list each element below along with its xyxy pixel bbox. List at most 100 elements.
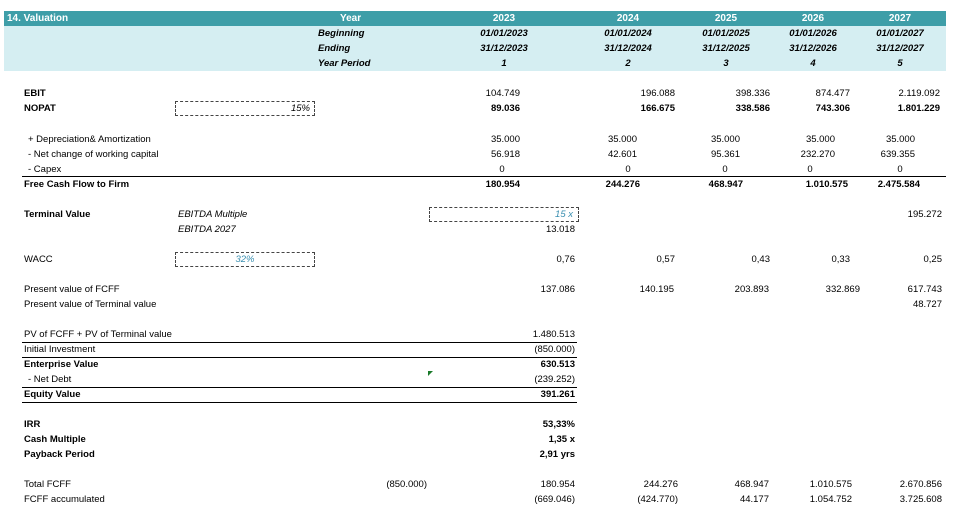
enterprise-value-label: Enterprise Value (24, 359, 99, 370)
capex-2027: 0 (897, 164, 903, 175)
year-label: Year (340, 13, 362, 24)
capex-2025: 0 (722, 164, 728, 175)
tax-rate-value: 15% (290, 103, 310, 114)
wacc-factor-2025: 0,43 (751, 254, 771, 265)
pv-total-value: 1.480.513 (532, 329, 575, 340)
equity-value-label: Equity Value (24, 389, 81, 400)
fcff-2025: 468.947 (708, 179, 743, 190)
ending-label: Ending (318, 43, 351, 54)
capex-2024: 0 (625, 164, 631, 175)
fcff-accumulated-2027: 3.725.608 (899, 494, 942, 505)
period-2024: 2 (625, 58, 631, 69)
fcff-2023: 180.954 (485, 179, 520, 190)
pv-fcff-2025: 203.893 (734, 284, 769, 295)
nopat-2023: 89.036 (490, 103, 520, 114)
nopat-2026: 743.306 (815, 103, 850, 114)
beginning-2027: 01/01/2027 (876, 28, 924, 39)
fcff-accumulated-2026: 1.054.752 (809, 494, 852, 505)
pv-fcff-2026: 332.869 (825, 284, 860, 295)
pv-fcff-2024: 140.195 (639, 284, 674, 295)
wacc-factor-2026: 0,33 (831, 254, 851, 265)
section-title: 14. Valuation (7, 13, 69, 24)
year-2027: 2027 (888, 13, 912, 24)
year-2026: 2026 (801, 13, 825, 24)
wacc-rate: 32% (235, 254, 255, 265)
depreciation-2024: 35.000 (607, 134, 637, 145)
cash-multiple-label: Cash Multiple (24, 434, 86, 445)
depreciation-2026: 35.000 (805, 134, 835, 145)
working-capital-2027: 639.355 (880, 149, 915, 160)
working-capital-2024: 42.601 (607, 149, 637, 160)
initial-investment-label: Initial Investment (24, 344, 96, 355)
total-fcff-2026: 1.010.575 (809, 479, 852, 490)
beginning-2025: 01/01/2025 (702, 28, 750, 39)
total-fcff-initial: (850.000) (386, 479, 427, 490)
pv-total-label: PV of FCFF + PV of Terminal value (24, 329, 172, 340)
beginning-2026: 01/01/2026 (789, 28, 837, 39)
enterprise-value-value: 630.513 (540, 359, 575, 370)
wacc-factor-2027: 0,25 (923, 254, 943, 265)
wacc-factor-2023: 0,76 (556, 254, 576, 265)
fcff-accumulated-2025: 44.177 (739, 494, 769, 505)
total-fcff-2025: 468.947 (734, 479, 769, 490)
pv-terminal-label: Present value of Terminal value (24, 299, 157, 310)
ebit-label: EBIT (24, 88, 46, 99)
equity-value-value: 391.261 (540, 389, 575, 400)
ending-2023: 31/12/2023 (480, 43, 528, 54)
working-capital-2026: 232.270 (800, 149, 835, 160)
wacc-input[interactable] (175, 252, 315, 267)
tax-rate-input[interactable] (175, 101, 315, 116)
ending-2027: 31/12/2027 (876, 43, 924, 54)
year-2024: 2024 (616, 13, 640, 24)
payback-label: Payback Period (24, 449, 95, 460)
working-capital-label: - Net change of working capital (28, 149, 159, 160)
ebit-2026: 874.477 (815, 88, 850, 99)
irr-value: 53,33% (542, 419, 575, 430)
depreciation-2025: 35.000 (710, 134, 740, 145)
nopat-2025: 338.586 (735, 103, 770, 114)
cash-multiple-value: 1,35 x (548, 434, 575, 445)
depreciation-2027: 35.000 (885, 134, 915, 145)
depreciation-2023: 35.000 (490, 134, 520, 145)
net-debt-value: (239.252) (534, 374, 575, 385)
ending-2025: 31/12/2025 (702, 43, 750, 54)
pv-fcff-2023: 137.086 (540, 284, 575, 295)
ending-2024: 31/12/2024 (604, 43, 652, 54)
total-fcff-2024: 244.276 (643, 479, 678, 490)
net-debt-label: - Net Debt (28, 374, 72, 385)
fcff-2027: 2.475.584 (877, 179, 920, 190)
nopat-2024: 166.675 (640, 103, 675, 114)
beginning-label: Beginning (318, 28, 365, 39)
capex-2023: 0 (499, 164, 505, 175)
period-2026: 4 (810, 58, 816, 69)
pv-total-divider (22, 342, 577, 343)
fcff-accumulated-2024: (424.770) (637, 494, 678, 505)
pv-fcff-2027: 617.743 (907, 284, 942, 295)
working-capital-2025: 95.361 (710, 149, 740, 160)
header-band (4, 11, 946, 26)
terminal-value-2027: 195.272 (907, 209, 942, 220)
cell-comment-marker-icon (428, 371, 433, 376)
pv-fcff-label: Present value of FCFF (24, 284, 120, 295)
fcff-label: Free Cash Flow to Firm (24, 179, 130, 190)
fcff-2026: 1.010.575 (805, 179, 848, 190)
net-debt-divider (22, 387, 577, 388)
ebitda-2027-value: 13.018 (545, 224, 575, 235)
period-2025: 3 (723, 58, 729, 69)
capex-label: - Capex (28, 164, 62, 175)
fcff-2024: 244.276 (605, 179, 640, 190)
payback-value: 2,91 yrs (539, 449, 575, 460)
fcff-accumulated-2023: (669.046) (534, 494, 575, 505)
fcff-divider (22, 176, 946, 177)
wacc-factor-2024: 0,57 (656, 254, 676, 265)
year-2025: 2025 (714, 13, 738, 24)
year-2023: 2023 (492, 13, 516, 24)
ebitda-multiple-input[interactable] (429, 207, 579, 222)
ebit-2023: 104.749 (485, 88, 520, 99)
period-2027: 5 (897, 58, 903, 69)
equity-value-divider (22, 402, 577, 403)
working-capital-2023: 56.918 (490, 149, 520, 160)
ebit-2024: 196.088 (640, 88, 675, 99)
nopat-label: NOPAT (24, 103, 56, 114)
wacc-label: WACC (24, 254, 53, 265)
